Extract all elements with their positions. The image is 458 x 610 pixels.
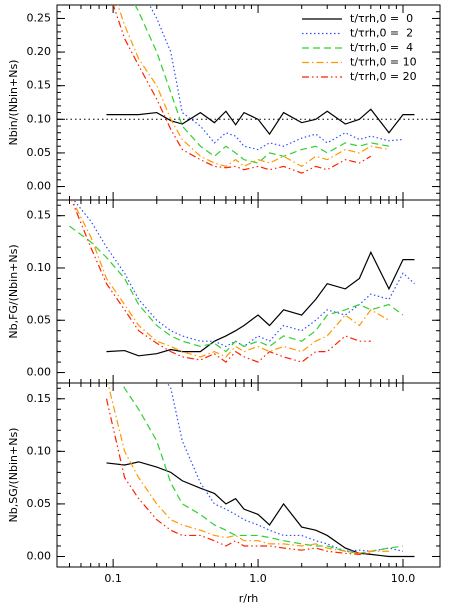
y-tick-label: 0.00 [27, 180, 52, 193]
legend-label: t/τrh,0 = 20 [350, 70, 417, 83]
y-tick-label: 0.10 [27, 444, 52, 457]
series-line [106, 108, 415, 136]
y-tick-label: 0.10 [27, 112, 52, 125]
plot-frame [56, 199, 441, 384]
series-line [70, 200, 371, 363]
legend-label: t/τrh,0 = 4 [350, 41, 413, 54]
plot-frame [56, 382, 441, 568]
x-tick-label: 10.0 [391, 572, 416, 585]
series-line [148, 5, 404, 151]
legend-label: t/τrh,0 = 10 [350, 56, 417, 69]
y-tick-label: 0.00 [27, 549, 52, 562]
series-line [134, 5, 390, 164]
y-axis-label: Nbin/(Nbin+Ns) [7, 60, 20, 146]
y-tick-label: 0.05 [27, 497, 52, 510]
y-tick-label: 0.00 [27, 366, 52, 379]
series-line [107, 383, 389, 554]
series-line [121, 383, 404, 554]
series-line [106, 461, 415, 558]
legend-label: t/τrh,0 = 2 [350, 27, 413, 40]
plot-area [105, 383, 415, 558]
y-tick-label: 0.15 [27, 209, 52, 222]
y-axis-label: Nb,SG/(Nbin+Ns) [7, 428, 20, 523]
plot-area [57, 5, 440, 174]
series-line [72, 200, 415, 348]
series-line [71, 200, 390, 358]
y-axis-label: Nb,FG/(Nbin+Ns) [7, 244, 20, 338]
y-tick-label: 0.25 [27, 11, 52, 24]
plot-area [69, 200, 415, 363]
series-line [112, 5, 372, 174]
y-tick-label: 0.05 [27, 146, 52, 159]
x-tick-label: 1.0 [249, 572, 267, 585]
series-line [117, 5, 390, 168]
series-line [105, 398, 371, 555]
x-axis-label: r/rh [239, 592, 259, 605]
y-tick-label: 0.20 [27, 45, 52, 58]
x-tick-label: 0.1 [104, 572, 122, 585]
legend-label: t/τrh,0 = 0 [350, 12, 413, 25]
y-tick-label: 0.10 [27, 261, 52, 274]
series-line [166, 383, 404, 552]
y-tick-label: 0.15 [27, 79, 52, 92]
series-line [106, 250, 415, 357]
y-tick-label: 0.05 [27, 313, 52, 326]
y-tick-label: 0.15 [27, 392, 52, 405]
series-line [69, 225, 404, 353]
